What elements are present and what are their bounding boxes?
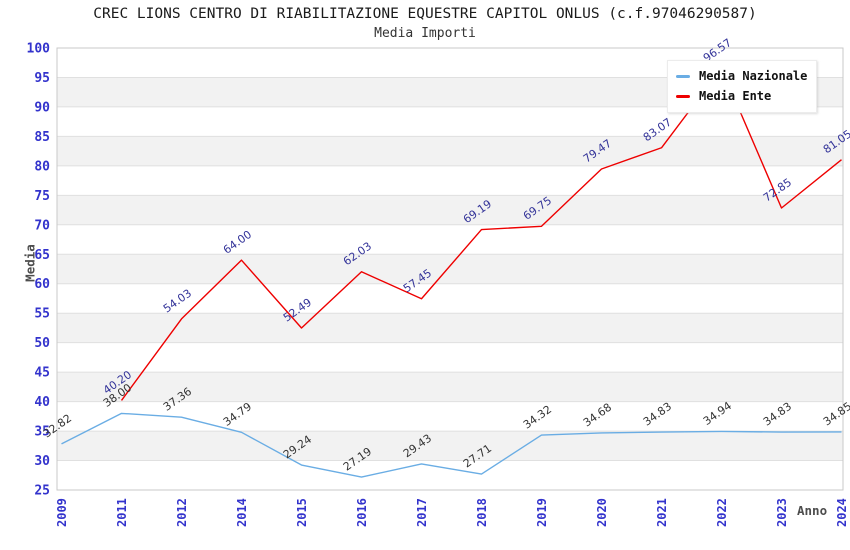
x-tick-label: 2017 [415, 498, 429, 527]
plot-frame [56, 47, 844, 491]
data-label: 34.85 [821, 400, 850, 429]
series-line-media-ente [120, 67, 842, 401]
y-tick-label: 40 [34, 395, 50, 410]
y-tick-label: 25 [34, 484, 50, 499]
chart-subtitle: Media Importi [374, 26, 476, 41]
data-label: 34.83 [761, 400, 794, 429]
legend-label: Media Ente [699, 89, 772, 103]
x-tick-label: 2011 [115, 498, 129, 527]
y-tick-label: 65 [34, 248, 50, 263]
y-tick-label: 85 [34, 130, 50, 145]
x-tick-label: 2014 [235, 498, 249, 527]
y-tick-label: 55 [34, 307, 50, 322]
media-ente-line-swatch-icon [676, 94, 690, 98]
y-tick-label: 35 [34, 425, 50, 440]
plot-band [57, 136, 843, 166]
chart-title: CREC LIONS CENTRO DI RIABILITAZIONE EQUE… [93, 6, 757, 22]
media-nazionale-line-swatch-icon [676, 74, 690, 78]
x-tick-label: 2018 [475, 498, 489, 527]
legend-item-media-nazionale: Media Nazionale [676, 66, 808, 86]
y-tick-label: 100 [27, 42, 51, 57]
data-label: 34.83 [641, 400, 674, 429]
data-label: 34.68 [581, 401, 614, 430]
x-tick-label: 2020 [595, 498, 609, 527]
y-tick-label: 45 [34, 366, 50, 381]
data-label: 34.79 [221, 400, 254, 429]
plot-band [57, 431, 843, 461]
y-tick-label: 90 [34, 100, 50, 115]
x-axis-title: Anno [797, 503, 828, 518]
x-tick-label: 2009 [55, 498, 69, 527]
chart-legend: Media Nazionale Media Ente [667, 60, 817, 113]
y-tick-label: 75 [34, 189, 50, 204]
legend-item-media-ente: Media Ente [676, 86, 808, 106]
y-axis-title: Media [22, 244, 38, 282]
plot-band [57, 313, 843, 343]
x-tick-label: 2016 [355, 498, 369, 527]
y-tick-label: 50 [34, 336, 50, 351]
data-label: 64.00 [221, 228, 254, 257]
y-tick-label: 80 [34, 159, 50, 174]
series-line-media-nazionale [61, 412, 842, 478]
x-tick-label: 2012 [175, 498, 189, 527]
data-label: 34.32 [521, 403, 554, 432]
x-tick-label: 2019 [535, 498, 549, 527]
plot-band [57, 254, 843, 284]
plot-band [57, 372, 843, 402]
y-tick-label: 95 [34, 71, 50, 86]
plot-band [57, 195, 843, 225]
x-tick-label: 2022 [715, 498, 729, 527]
legend-label: Media Nazionale [699, 69, 808, 83]
x-tick-label: 2023 [775, 498, 789, 527]
x-tick-label: 2024 [835, 498, 849, 527]
x-tick-label: 2021 [655, 498, 669, 527]
y-tick-label: 60 [34, 277, 50, 292]
y-tick-label: 70 [34, 218, 50, 233]
x-tick-label: 2015 [295, 498, 309, 527]
data-label: 34.94 [701, 399, 734, 428]
y-tick-label: 30 [34, 454, 50, 469]
